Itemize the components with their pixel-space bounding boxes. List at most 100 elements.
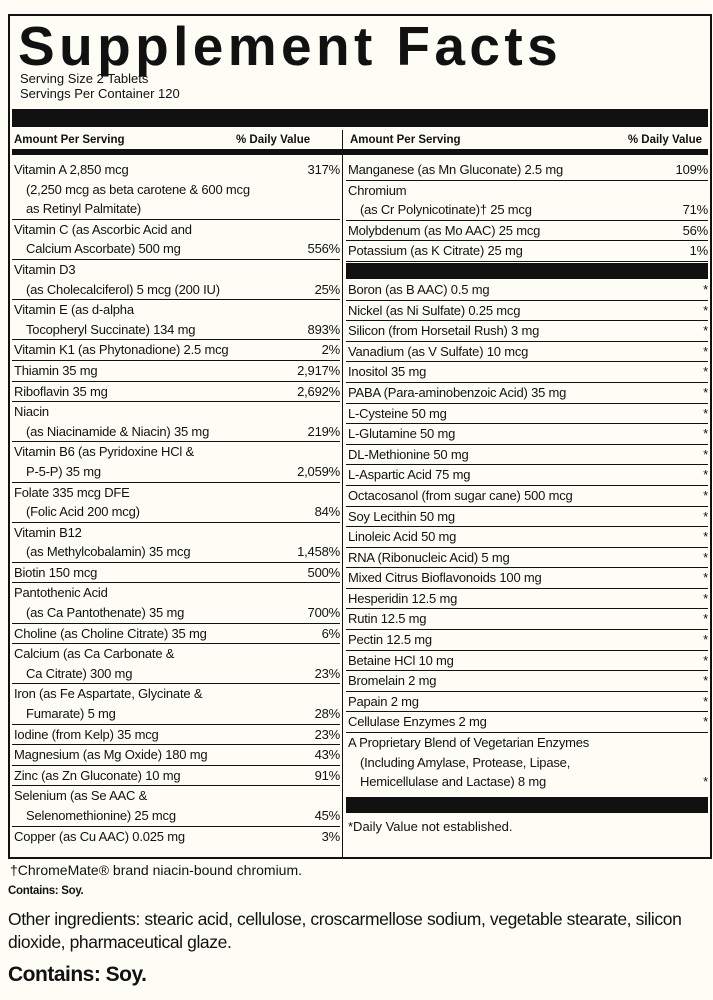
- nutrient-name: PABA (Para-aminobenzoic Acid) 35 mg: [348, 384, 567, 400]
- nutrient-name: Vitamin A 2,850 mcg: [14, 162, 129, 177]
- nutrient-row: Iron (as Fe Aspartate, Glycinate & Fumara…: [12, 684, 341, 725]
- nutrient-name: (Folic Acid 200 mcg): [26, 504, 140, 520]
- nutrient-row: Vitamin B6 (as Pyridoxine HCl & P-5-P) 35…: [12, 442, 340, 483]
- nutrient-row: Boron (as B AAC) 0.5 mg *: [346, 280, 708, 301]
- daily-value: 71%: [682, 202, 709, 218]
- nutrient-row: Rutin 12.5 mg *: [346, 609, 708, 631]
- daily-value: 28%: [314, 706, 341, 722]
- daily-value: *: [703, 652, 708, 668]
- nutrient-row: Chromium (as Cr Polynicotinate)† 25 mcg 71…: [346, 181, 708, 221]
- daily-value: *: [703, 302, 708, 318]
- nutrient-row: Papain 2 mg *: [346, 692, 708, 713]
- daily-value: *: [703, 487, 708, 503]
- daily-value: *: [703, 446, 708, 462]
- right-column: Manganese (as Mn Gluconate) 2.5 mg 109% Ch…: [346, 160, 708, 840]
- daily-value: *: [703, 529, 708, 545]
- nutrient-name: Rutin 12.5 mg: [348, 611, 427, 627]
- nutrient-row: PABA (Para-aminobenzoic Acid) 35 mg *: [346, 383, 708, 404]
- nutrient-row: Niacin (as Niacinamide & Niacin) 35 mg 219…: [12, 402, 341, 443]
- nutrient-row: Calcium (as Ca Carbonate & Ca Citrate) 30…: [12, 644, 341, 685]
- daily-value: *: [703, 611, 708, 627]
- nutrient-row: Vitamin B12 (as Methylcobalamin) 35 mcg 1,…: [12, 523, 340, 563]
- nutrient-name: (Including Amylase, Protease, Lipase,: [360, 754, 571, 770]
- daily-value: *: [703, 281, 708, 297]
- nutrient-row: Riboflavin 35 mg 2,692%: [12, 382, 340, 403]
- nutrient-name: L-Aspartic Acid 75 mg: [348, 467, 471, 483]
- nutrient-name: Vitamin K1 (as Phytonadione) 2.5 mcg: [14, 342, 229, 358]
- nutrient-row: Selenium (as Se AAC & Selenomethionine) 2…: [12, 786, 340, 827]
- nutrient-name: Ca Citrate) 300 mg: [26, 665, 133, 681]
- nutrient-name: Molybdenum (as Mo AAC) 25 mcg: [348, 222, 541, 238]
- nutrient-name: Fumarate) 5 mg: [26, 706, 116, 722]
- nutrient-name: Calcium Ascorbate) 500 mg: [26, 241, 181, 257]
- daily-value: 219%: [307, 423, 341, 439]
- nutrient-row: Pantothenic Acid (as Ca Pantothenate) 35 …: [12, 583, 340, 624]
- chromemate-footnote: †ChromeMate® brand niacin-bound chromium…: [10, 862, 303, 878]
- nutrient-name: Cellulase Enzymes 2 mg: [348, 714, 487, 730]
- nutrient-name: Vitamin B6 (as Pyridoxine HCl &: [14, 444, 194, 460]
- nutrient-name: Nickel (as Ni Sulfate) 0.25 mcg: [348, 302, 521, 318]
- nutrient-name: A Proprietary Blend of Vegetarian Enzyme…: [348, 735, 590, 751]
- nutrient-row: DL-Methionine 50 mg *: [346, 445, 708, 466]
- nutrient-name: Boron (as B AAC) 0.5 mg: [348, 281, 490, 297]
- daily-value: *: [703, 632, 708, 648]
- daily-value: 556%: [307, 241, 341, 257]
- column-divider: [342, 130, 343, 859]
- nutrient-row: Bromelain 2 mg *: [346, 671, 708, 692]
- nutrient-name: Bromelain 2 mg: [348, 673, 437, 689]
- nutrient-row: Thiamin 35 mg 2,917%: [12, 361, 340, 382]
- nutrient-name: Vanadium (as V Sulfate) 10 mcg: [348, 343, 529, 359]
- nutrient-name: (as Niacinamide & Niacin) 35 mg: [26, 423, 210, 439]
- nutrient-row: Iodine (from Kelp) 35 mcg 23%: [12, 725, 340, 746]
- nutrient-name: Chromium: [348, 182, 407, 198]
- thick-divider: [12, 109, 708, 127]
- nutrient-name: Choline (as Choline Citrate) 35 mg: [14, 625, 207, 641]
- nutrient-name: P-5-P) 35 mg: [26, 463, 101, 479]
- daily-value: *: [703, 405, 708, 421]
- nutrient-name: Biotin 150 mcg: [14, 564, 98, 580]
- servings-per-container: Servings Per Container 120: [20, 86, 180, 101]
- nutrient-name: Riboflavin 35 mg: [14, 383, 108, 399]
- nutrient-name: Inositol 35 mg: [348, 364, 427, 380]
- nutrient-row: Vitamin C (as Ascorbic Acid and Calcium A…: [12, 220, 340, 260]
- nutrient-row: Vitamin K1 (as Phytonadione) 2.5 mcg 2%: [12, 340, 340, 361]
- header-divider: [12, 149, 708, 155]
- nutrient-name: Iron (as Fe Aspartate, Glycinate &: [14, 686, 203, 702]
- nutrient-name: Vitamin E (as d-alpha: [14, 302, 134, 318]
- nutrient-name: RNA (Ribonucleic Acid) 5 mg: [348, 549, 510, 565]
- right-header-dv: % Daily Value: [627, 134, 702, 146]
- nutrient-name: Linoleic Acid 50 mg: [348, 529, 457, 545]
- nutrient-row: Pectin 12.5 mg *: [346, 630, 708, 651]
- nutrient-row: A Proprietary Blend of Vegetarian Enzyme…: [346, 733, 708, 792]
- daily-value: 2,692%: [297, 383, 340, 399]
- nutrient-row: Zinc (as Zn Gluconate) 10 mg 91%: [12, 766, 340, 787]
- daily-value: 2,059%: [297, 463, 340, 479]
- daily-value: 109%: [675, 162, 709, 177]
- nutrient-row: Vitamin A 2,850 mcg 317% (2,250 mcg as bet…: [12, 160, 340, 220]
- nutrient-name: Iodine (from Kelp) 35 mcg: [14, 726, 159, 742]
- nutrient-name: Magnesium (as Mg Oxide) 180 mg: [14, 747, 208, 763]
- nutrient-row: Hesperidin 12.5 mg *: [346, 589, 708, 610]
- nutrient-row: Copper (as Cu AAC) 0.025 mg 3%: [12, 827, 340, 847]
- nutrient-name: Manganese (as Mn Gluconate) 2.5 mg: [348, 162, 564, 177]
- allergen-note-small: Contains: Soy.: [8, 885, 84, 897]
- nutrient-name: Zinc (as Zn Gluconate) 10 mg: [14, 767, 181, 783]
- daily-value: 43%: [314, 747, 341, 763]
- left-header-amount: Amount Per Serving: [14, 134, 125, 146]
- daily-value: 23%: [314, 665, 341, 681]
- nutrient-row: Mixed Citrus Bioflavonoids 100 mg *: [346, 568, 708, 589]
- daily-value: 56%: [682, 222, 709, 238]
- nutrient-row: RNA (Ribonucleic Acid) 5 mg *: [346, 548, 708, 569]
- daily-value: 500%: [307, 564, 341, 580]
- nutrient-row: Magnesium (as Mg Oxide) 180 mg 43%: [12, 745, 340, 766]
- nutrient-name: Papain 2 mg: [348, 693, 419, 709]
- nutrient-row: Potassium (as K Citrate) 25 mg 1%: [346, 241, 708, 262]
- nutrient-name: Niacin: [14, 404, 49, 420]
- nutrient-name: Selenium (as Se AAC &: [14, 788, 148, 804]
- nutrient-row: Octacosanol (from sugar cane) 500 mcg *: [346, 486, 708, 507]
- nutrient-name: Mixed Citrus Bioflavonoids 100 mg: [348, 570, 542, 586]
- nutrient-row: Molybdenum (as Mo AAC) 25 mcg 56%: [346, 221, 708, 242]
- daily-value: *: [703, 570, 708, 586]
- nutrient-row: Manganese (as Mn Gluconate) 2.5 mg 109%: [346, 160, 708, 181]
- other-ingredients: Other ingredients: stearic acid, cellulo…: [8, 909, 682, 952]
